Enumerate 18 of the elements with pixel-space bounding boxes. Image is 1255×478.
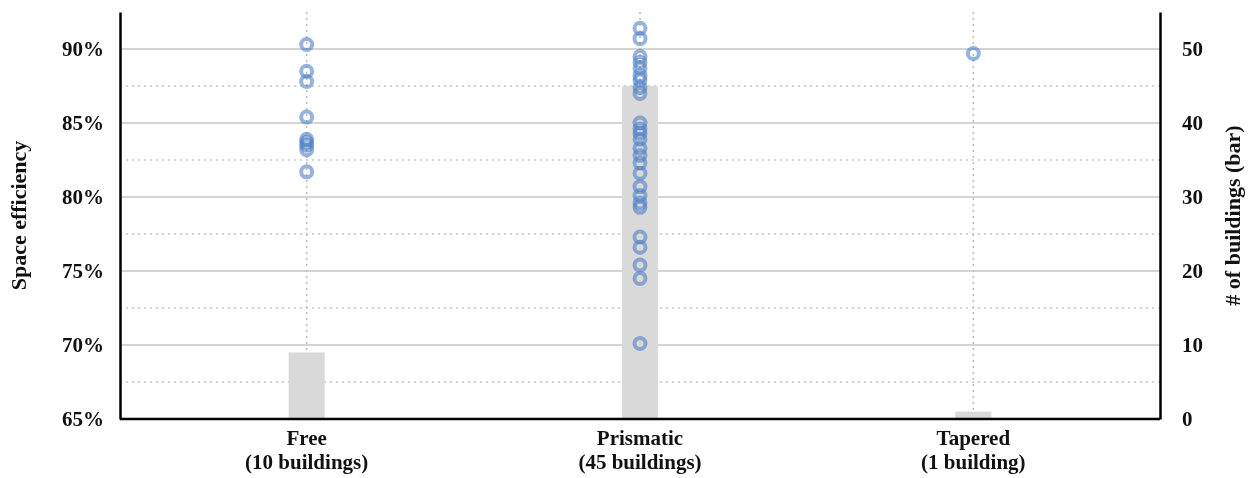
y-tick-label: 75%	[62, 259, 104, 284]
y2-tick-label: 30	[1182, 185, 1203, 210]
y2-tick-label: 20	[1182, 259, 1203, 284]
y2-axis-title: # of buildings (bar)	[1220, 125, 1245, 306]
y-tick-label: 85%	[62, 111, 104, 136]
y2-tick-label: 50	[1182, 37, 1203, 62]
y-tick-label: 90%	[62, 37, 104, 62]
y2-tick-label: 40	[1182, 111, 1203, 136]
bar	[288, 352, 325, 419]
y2-tick-label: 10	[1182, 333, 1203, 358]
y2-tick-label: 0	[1182, 407, 1193, 432]
y-axis-title: Space efficiency	[6, 140, 31, 291]
x-tick-label: Prismatic (45 buildings)	[578, 426, 702, 474]
y-tick-label: 70%	[62, 333, 104, 358]
y-tick-label: 80%	[62, 185, 104, 210]
x-tick-label: Free (10 buildings)	[245, 426, 369, 474]
x-tick-label: Tapered (1 building)	[921, 426, 1026, 474]
y-tick-label: 65%	[62, 407, 104, 432]
